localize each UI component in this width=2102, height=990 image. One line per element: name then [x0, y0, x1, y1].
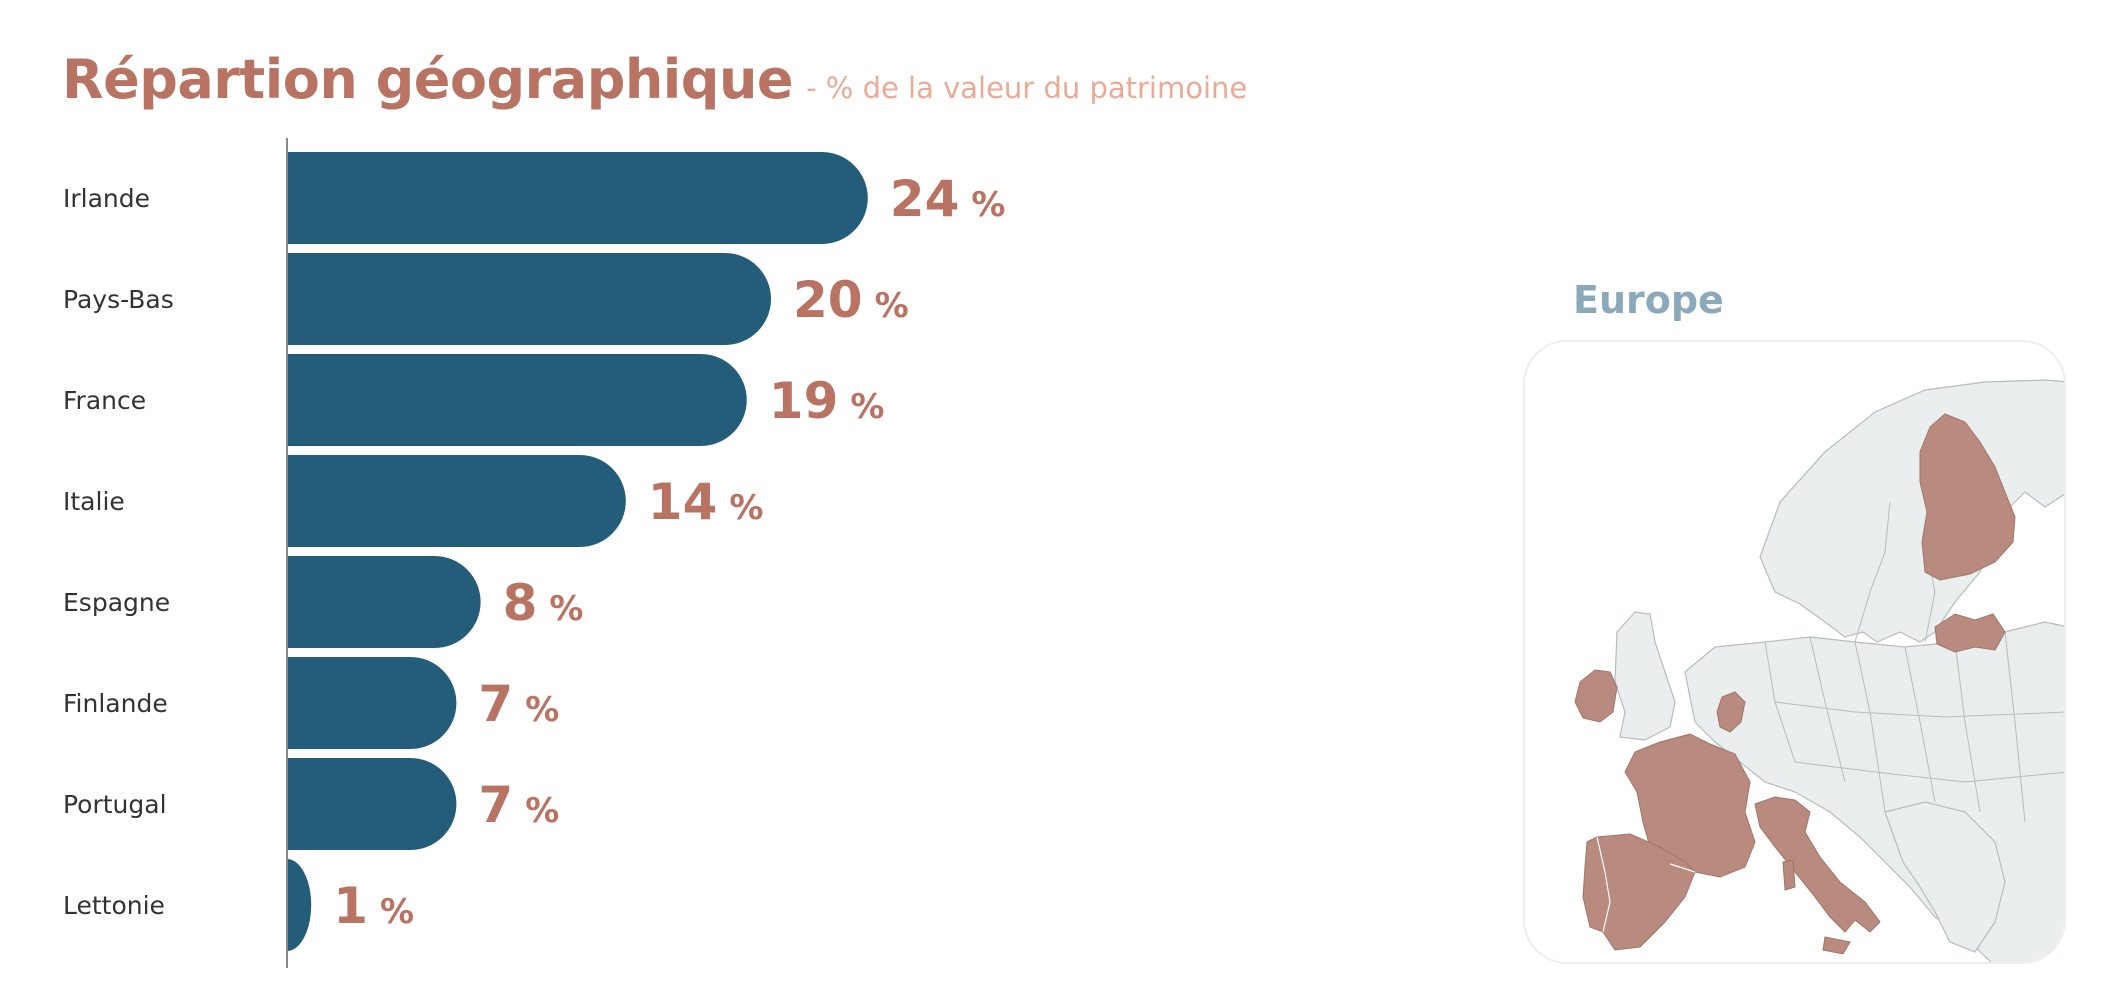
page-title: Répartion géographique [62, 48, 794, 111]
map-title: Europe [1573, 278, 1724, 322]
bar-espagne [287, 556, 481, 648]
page-subtitle: - % de la valeur du patrimoine [806, 71, 1248, 105]
value-label: 1% [333, 877, 414, 935]
labels-layer: Irlande 24 % Pays-Bas 20 % France 19 % Italie 14 % E… [63, 170, 1005, 935]
value-label: 7% [478, 776, 559, 834]
bar-finlande [287, 657, 457, 749]
map-country-finland [1919, 413, 2016, 581]
category-label: France [63, 386, 146, 415]
map-border-portugal-spain [1596, 836, 1611, 933]
title-row: Répartion géographique - % de la valeur … [62, 48, 1247, 111]
category-label: Portugal [63, 790, 167, 819]
europe-map-panel [1523, 340, 2066, 964]
map-country-france [1624, 733, 1756, 878]
map-land-great-britain [1614, 611, 1676, 741]
map-country-ireland [1574, 669, 1618, 723]
value-label: 19% [769, 372, 885, 430]
value-label: 7% [478, 675, 559, 733]
bar-france [287, 354, 747, 446]
europe-map [1574, 379, 2064, 962]
category-label: Irlande [63, 184, 150, 213]
map-land-scandinavia [1759, 379, 2064, 643]
category-label: Lettonie [63, 891, 165, 920]
map-land-balkans [1884, 801, 2006, 953]
map-borders [1764, 501, 2064, 823]
value-label: 20% [793, 271, 909, 329]
bar-lettonie [287, 859, 312, 951]
map-country-italy-sicily [1822, 936, 1851, 955]
category-label: Pays-Bas [63, 285, 174, 314]
bar-portugal [287, 758, 457, 850]
map-border-france-spain [1669, 863, 1696, 873]
bar-chart: Irlande 24 % Pays-Bas 20 % France 19 % Italie 14 % E… [63, 138, 1005, 968]
bar-pays-bas [287, 253, 771, 345]
value-label: 24% [890, 170, 1006, 228]
value-label: 14% [648, 473, 764, 531]
bars-layer [287, 152, 868, 951]
category-label: Espagne [63, 588, 170, 617]
map-country-netherlands [1716, 691, 1746, 733]
category-label: Finlande [63, 689, 168, 718]
value-label: 8% [503, 574, 584, 632]
map-country-latvia [1934, 613, 2006, 653]
map-country-italy-sardinia [1782, 859, 1796, 891]
bar-italie [287, 455, 626, 547]
category-label: Italie [63, 487, 125, 516]
bar-irlande [287, 152, 868, 244]
